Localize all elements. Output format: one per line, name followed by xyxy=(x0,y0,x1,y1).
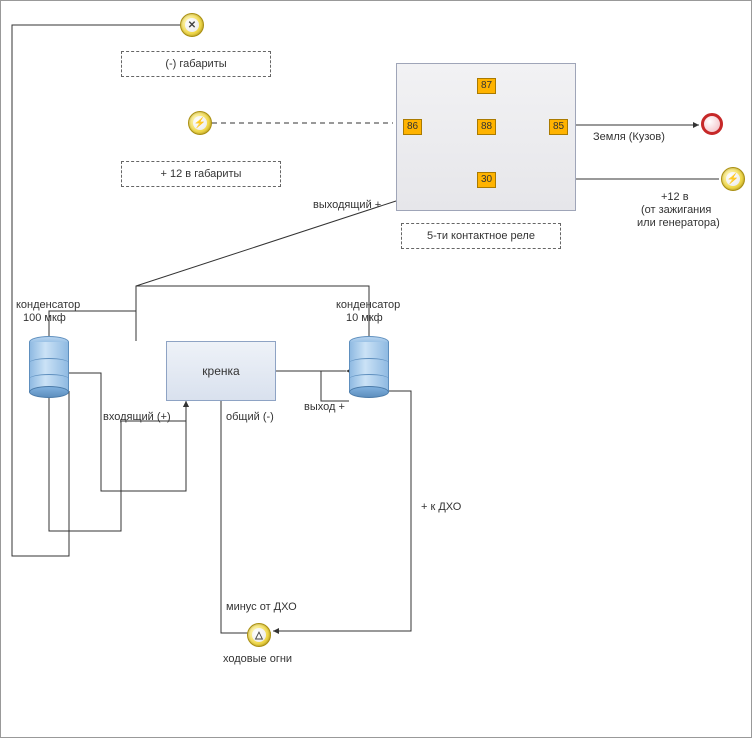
label-cap100-l1: конденсатор xyxy=(16,299,80,311)
bolt-icon-1: ⚡ xyxy=(188,111,212,135)
label-plus12-l1: +12 в xyxy=(661,191,689,203)
label-obshchiy: общий (-) xyxy=(226,411,274,423)
capacitor-10 xyxy=(349,336,389,398)
label-zemlya: Земля (Кузов) xyxy=(593,131,665,143)
bolt-icon-2: ⚡ xyxy=(721,167,745,191)
label-plus12-l3: или генератора) xyxy=(637,217,720,229)
relay-box: 87 86 88 85 30 xyxy=(396,63,576,211)
label-cap100-l2: 100 мкф xyxy=(23,312,66,324)
box-neg-gabarity: (-) габариты xyxy=(121,51,271,77)
krenka-label: кренка xyxy=(202,364,239,378)
triangle-icon: △ xyxy=(247,623,271,647)
triangle-icon-glyph: △ xyxy=(252,628,266,642)
diagram-canvas: (-) габариты + 12 в габариты 5-ти контак… xyxy=(0,0,752,738)
krenka-box: кренка xyxy=(166,341,276,401)
box-relay-caption: 5-ти контактное реле xyxy=(401,223,561,249)
label-k-dho: + к ДХО xyxy=(421,501,461,513)
box-plus12-gabarity-label: + 12 в габариты xyxy=(161,168,242,180)
label-vhod-plus: входящий (+) xyxy=(103,411,171,423)
bolt-icon-2-glyph: ⚡ xyxy=(726,172,740,186)
relay-pin-30: 30 xyxy=(477,172,496,188)
x-icon-glyph: ✕ xyxy=(185,18,199,32)
relay-pin-86: 86 xyxy=(403,119,422,135)
box-relay-caption-label: 5-ти контактное реле xyxy=(427,230,535,242)
bolt-icon-1-glyph: ⚡ xyxy=(193,116,207,130)
label-vyhodyashchiy: выходящий + xyxy=(313,199,381,211)
relay-pin-85: 85 xyxy=(549,119,568,135)
relay-pin-87: 87 xyxy=(477,78,496,94)
label-cap10-l2: 10 мкф xyxy=(346,312,383,324)
x-icon: ✕ xyxy=(180,13,204,37)
label-vyhod-plus: выход + xyxy=(304,401,345,413)
capacitor-100 xyxy=(29,336,69,398)
relay-pin-88: 88 xyxy=(477,119,496,135)
box-neg-gabarity-label: (-) габариты xyxy=(165,58,226,70)
ground-circle-icon xyxy=(701,113,723,135)
label-hodovye: ходовые огни xyxy=(223,653,292,665)
label-cap10-l1: конденсатор xyxy=(336,299,400,311)
box-plus12-gabarity: + 12 в габариты xyxy=(121,161,281,187)
label-plus12-l2: (от зажигания xyxy=(641,204,711,216)
label-minus-ot-dho: минус от ДХО xyxy=(226,601,297,613)
